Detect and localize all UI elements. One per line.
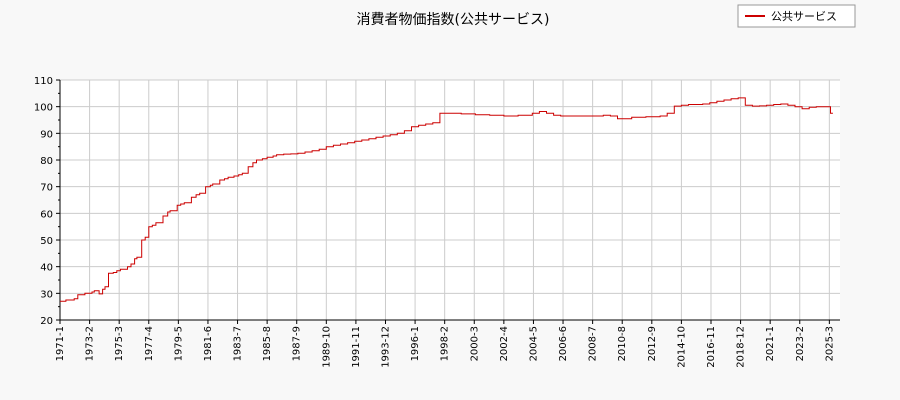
legend-label: 公共サービス <box>771 10 837 23</box>
x-tick-label: 2018-12 <box>736 326 747 368</box>
x-tick-label: 2016-11 <box>706 326 717 368</box>
x-tick-label: 2004-5 <box>528 326 539 361</box>
y-tick-label: 100 <box>34 103 53 114</box>
x-tick-label: 1987-9 <box>292 326 303 361</box>
legend: 公共サービス <box>737 4 856 28</box>
x-tick-label: 1985-8 <box>262 326 273 361</box>
x-tick-label: 2012-9 <box>647 326 658 361</box>
plot-background <box>60 80 840 320</box>
y-tick-label: 80 <box>40 156 53 167</box>
x-tick-label: 2025-3 <box>824 326 835 361</box>
y-tick-label: 40 <box>40 263 53 274</box>
x-tick-label: 1998-2 <box>440 326 451 361</box>
y-tick-label: 50 <box>40 236 53 247</box>
x-tick-label: 1973-2 <box>85 326 96 361</box>
x-tick-label: 1971-1 <box>55 326 66 361</box>
y-tick-label: 90 <box>40 129 53 140</box>
x-tick-label: 2008-7 <box>588 326 599 361</box>
x-tick-label: 2000-3 <box>469 326 480 361</box>
x-tick-label: 2021-1 <box>765 326 776 361</box>
y-tick-label: 70 <box>40 183 53 194</box>
x-tick-label: 1975-3 <box>114 326 125 361</box>
x-tick-label: 2023-2 <box>795 326 806 361</box>
x-tick-label: 2014-10 <box>676 326 687 368</box>
x-tick-label: 1991-11 <box>351 326 362 368</box>
series-line-公共サービス <box>60 97 833 302</box>
x-tick-label: 1979-5 <box>173 326 184 361</box>
plot-area: 20 30 40 50 60 70 80 90 100 110 1971-1 1973-2 1975-3… <box>34 76 840 368</box>
legend-box <box>737 4 856 28</box>
x-tick-label: 2006-6 <box>558 326 569 361</box>
y-tick-label: 110 <box>34 76 53 87</box>
x-tick-label: 1989-10 <box>321 326 332 368</box>
x-tick-label: 1983-7 <box>233 326 244 361</box>
x-tick-label: 1996-1 <box>410 326 421 361</box>
y-tick-label: 60 <box>40 209 53 220</box>
x-tick-label: 1981-6 <box>203 326 214 361</box>
y-tick-label: 20 <box>40 316 53 327</box>
chart-title: 消費者物価指数(公共サービス) <box>357 12 550 28</box>
x-tick-label: 1977-4 <box>144 326 155 361</box>
x-tick-label: 2010-8 <box>617 326 628 361</box>
y-tick-label: 30 <box>40 289 53 300</box>
x-tick-label: 2002-4 <box>499 326 510 361</box>
x-tick-label: 1993-12 <box>380 326 391 368</box>
